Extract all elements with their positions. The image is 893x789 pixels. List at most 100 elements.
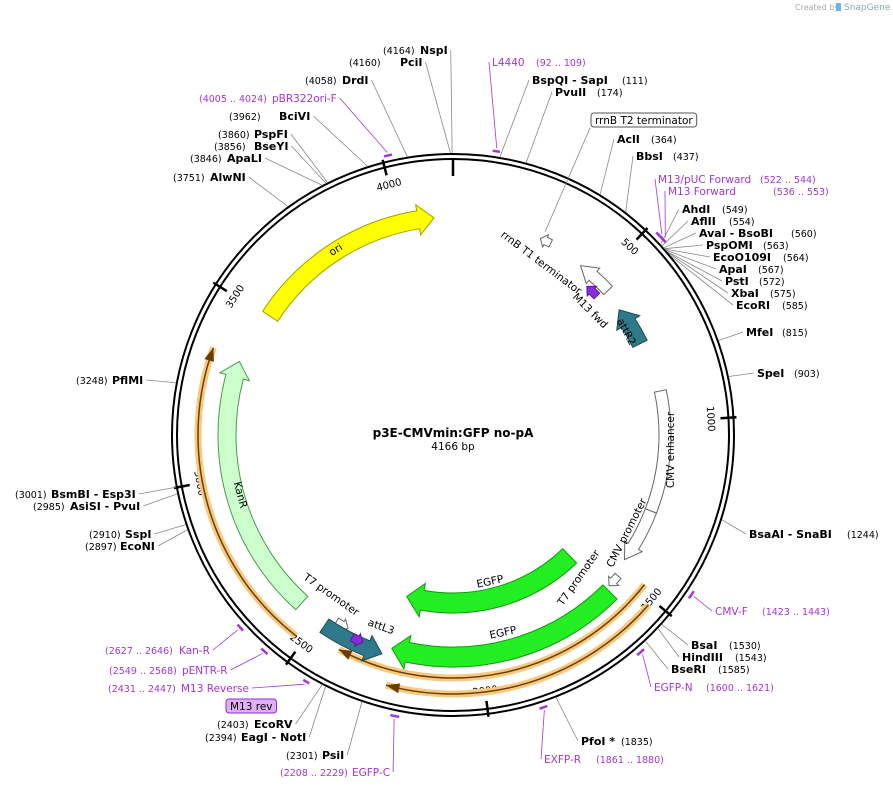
site-position: (3856)	[214, 142, 246, 153]
feature-label-boxed: rrnB T2 terminator	[595, 115, 693, 127]
feature-cmv-promoter	[624, 508, 658, 561]
primer-range: (2208 .. 2229)	[280, 768, 348, 779]
site-name: ApaLI	[227, 152, 262, 165]
site-name: EcoO109I	[713, 251, 771, 264]
site-position: (560)	[791, 229, 817, 240]
site-name: NspI	[420, 44, 448, 57]
tick	[485, 700, 490, 717]
leader	[371, 79, 408, 157]
site-name: BsmBI - Esp3I	[51, 488, 136, 501]
primer-range: (1423 .. 1443)	[762, 607, 830, 618]
leader	[248, 176, 289, 207]
leader	[667, 252, 729, 294]
primer-mark	[302, 678, 310, 685]
primer-leader	[642, 654, 652, 688]
feature-m13-rev	[349, 632, 364, 647]
feature-t7	[608, 572, 622, 587]
site-position: (111)	[622, 76, 648, 87]
primer-name: pBR322ori-F	[272, 93, 337, 105]
tick	[173, 483, 190, 490]
leader	[664, 248, 711, 258]
tick	[720, 415, 737, 420]
feature-rrnb-t2	[539, 233, 554, 249]
map-name: p3E-CMVmin:GFP no-pA	[373, 426, 534, 440]
feature-label: CMV enhancer	[665, 411, 677, 488]
primer-leader	[540, 710, 545, 760]
site-position: (4160)	[349, 58, 381, 69]
leader	[670, 255, 734, 306]
site-position: (437)	[673, 152, 699, 163]
site-position: (2301)	[286, 751, 318, 762]
site-position: (3860)	[218, 130, 250, 141]
leader	[264, 157, 323, 186]
site-name: SpeI	[757, 367, 784, 380]
leader	[525, 91, 553, 163]
tick-label: 3500	[224, 283, 247, 310]
primer-range: (4005 .. 4024)	[199, 94, 267, 105]
tick-label: 1000	[704, 406, 717, 432]
site-name: PstI	[725, 275, 749, 288]
feature-label: EGFP	[475, 573, 504, 590]
primer-mark	[260, 647, 269, 655]
site-position: (563)	[763, 241, 789, 252]
leader	[313, 115, 368, 167]
primer-name: pENTR-R	[182, 665, 228, 677]
feature-m13-fwd	[586, 285, 601, 300]
site-name: BseRI	[671, 663, 706, 676]
tick	[284, 650, 297, 666]
primer-range: (522 .. 544)	[760, 175, 816, 186]
site-name: AflII	[691, 215, 716, 228]
tick-label: 4000	[376, 177, 403, 194]
primer-mark	[539, 704, 548, 710]
site-position: (174)	[597, 88, 623, 99]
leader	[425, 61, 451, 154]
leader	[667, 251, 723, 282]
primer-range: (536 .. 553)	[773, 187, 829, 198]
primer-band-head	[204, 347, 214, 362]
primer-mark	[390, 713, 400, 719]
site-position: (4164)	[383, 46, 415, 57]
site-name: PvuII	[555, 86, 586, 99]
backbone-outer	[171, 153, 735, 717]
feature-rrnb-t1	[579, 265, 614, 296]
primer-mark	[636, 648, 645, 657]
primer-band	[385, 604, 650, 695]
leader	[157, 529, 188, 547]
leader	[499, 79, 530, 158]
tick	[212, 281, 228, 293]
primer-leader	[230, 653, 263, 671]
primer-mark	[236, 623, 244, 632]
site-name: AclI	[617, 133, 640, 146]
site-position: (903)	[794, 369, 820, 380]
site-position: (549)	[722, 205, 748, 216]
leader	[661, 624, 689, 646]
feature-label-boxed-box	[590, 112, 698, 128]
site-name: AlwNI	[210, 171, 246, 184]
primer-leader	[251, 683, 305, 689]
site-position: (585)	[782, 301, 808, 312]
primer-name: Kan-R	[179, 645, 210, 657]
primer-name: M13/pUC Forward	[658, 174, 751, 186]
site-position: (1585)	[718, 665, 750, 676]
site-name: BsaAI - SnaBI	[749, 528, 832, 541]
feature-label-boxed: M13 rev	[230, 701, 273, 713]
site-name: XbaI	[731, 287, 759, 300]
leader	[664, 244, 704, 250]
site-position: (1543)	[735, 653, 767, 664]
brand: SnapGene	[844, 3, 891, 13]
site-position: (3751)	[173, 173, 205, 184]
primer-mark	[659, 235, 667, 244]
primer-name: EXFP-R	[544, 754, 581, 766]
site-position: (2394)	[205, 733, 237, 744]
site-name: AsiSI - PvuI	[70, 500, 140, 513]
site-name: ApaI	[719, 263, 747, 276]
site-position: (2985)	[33, 502, 65, 513]
site-position: (1835)	[621, 737, 653, 748]
feature-label: T7 promoter	[300, 571, 362, 619]
feature-ori	[261, 203, 435, 322]
feature-label: M13 fwd	[570, 291, 610, 331]
site-name: MfeI	[746, 326, 773, 339]
site-position: (3846)	[190, 154, 222, 165]
leader	[718, 331, 744, 341]
